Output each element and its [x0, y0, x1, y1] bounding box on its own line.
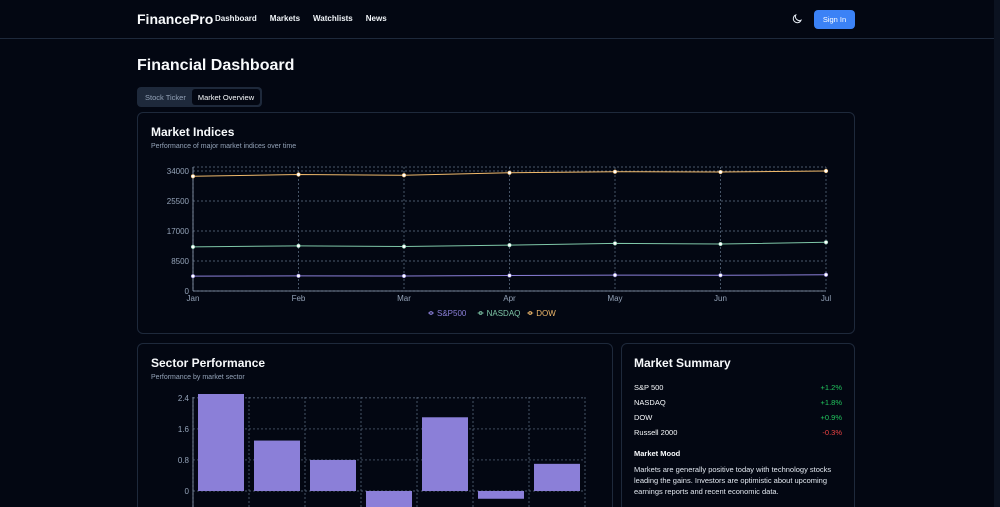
- nav-link-markets[interactable]: Markets: [269, 14, 301, 23]
- market-indices-card: Market Indices Performance of major mark…: [137, 112, 855, 334]
- y-tick-label: 0: [185, 287, 190, 296]
- tab-bar: Stock Ticker Market Overview: [137, 87, 263, 107]
- data-point: [401, 173, 407, 178]
- summary-change: -0.3%: [822, 428, 842, 437]
- x-tick-label: Jul: [821, 294, 831, 303]
- y-tick-label: 2.4: [178, 394, 190, 403]
- nav-links: Dashboard Markets Watchlists News: [215, 14, 387, 23]
- tab-stock-ticker[interactable]: Stock Ticker: [145, 93, 186, 102]
- data-point: [507, 273, 512, 278]
- summary-name: DOW: [634, 413, 653, 422]
- x-tick-label: Mar: [397, 294, 411, 303]
- y-tick-label: 17000: [167, 227, 190, 236]
- legend-label: NASDAQ: [487, 309, 521, 318]
- sector-bar: [478, 491, 524, 499]
- x-tick-label: Apr: [503, 294, 516, 303]
- page-scrollbar[interactable]: [994, 0, 1000, 507]
- sector-bar: [422, 417, 468, 491]
- data-point: [718, 169, 723, 175]
- data-point: [718, 273, 723, 278]
- market-indices-chart: 0 8500 17000 25500 34000 Jan Feb Mar Apr May Jun Ju…: [167, 166, 831, 318]
- moon-icon[interactable]: [791, 13, 803, 25]
- y-tick-label: 1.6: [178, 425, 190, 434]
- summary-row-sp500: S&P 500 +1.2%: [634, 383, 842, 392]
- data-point: [401, 273, 407, 279]
- data-point: [296, 273, 301, 278]
- data-point: [612, 273, 618, 278]
- data-point: [612, 169, 618, 174]
- summary-row-russell: Russell 2000 -0.3%: [634, 428, 842, 437]
- nav-link-news[interactable]: News: [365, 14, 387, 23]
- legend-label: S&P500: [437, 309, 467, 318]
- data-point: [507, 170, 512, 175]
- sector-performance-card: Sector Performance Performance by market…: [137, 343, 613, 507]
- brand-logo[interactable]: FinancePro: [137, 11, 214, 27]
- data-point: [612, 241, 618, 246]
- y-tick-label: 0.8: [178, 456, 190, 465]
- page-title: Financial Dashboard: [137, 57, 295, 74]
- data-point: [296, 172, 301, 177]
- market-indices-title: Market Indices: [151, 125, 235, 139]
- sector-bar: [534, 463, 580, 491]
- legend-label: DOW: [536, 309, 556, 318]
- summary-row-dow: DOW +0.9%: [634, 413, 842, 422]
- sign-in-button[interactable]: Sign In: [814, 10, 855, 29]
- data-point: [507, 243, 512, 248]
- market-summary-card: Market Summary S&P 500 +1.2% NASDAQ +1.8…: [621, 343, 855, 507]
- y-tick-label: 8500: [171, 257, 189, 266]
- sector-bar: [310, 459, 356, 491]
- data-point: [823, 240, 829, 245]
- top-navbar: FinancePro Dashboard Markets Watchlists …: [0, 0, 1000, 39]
- data-point: [190, 174, 196, 179]
- sector-bar: [366, 491, 412, 507]
- data-point: [823, 168, 829, 174]
- summary-row-nasdaq: NASDAQ +1.8%: [634, 398, 842, 407]
- summary-change: +1.8%: [820, 398, 842, 407]
- sector-bar: [254, 440, 300, 491]
- sector-performance-chart: 0 0.8 1.6 2.4: [178, 394, 586, 507]
- summary-change: +0.9%: [820, 413, 842, 422]
- summary-change: +1.2%: [820, 383, 842, 392]
- nav-link-watchlists[interactable]: Watchlists: [313, 14, 353, 23]
- x-tick-label: Jun: [714, 294, 727, 303]
- data-point: [190, 274, 196, 279]
- sector-bar: [198, 394, 244, 491]
- y-tick-label: 25500: [167, 197, 190, 206]
- data-point: [823, 272, 829, 277]
- summary-name: Russell 2000: [634, 428, 678, 437]
- data-point: [296, 243, 301, 248]
- y-tick-label: 0: [185, 487, 190, 496]
- x-tick-label: Jan: [187, 294, 200, 303]
- nav-link-dashboard[interactable]: Dashboard: [215, 14, 257, 23]
- summary-name: NASDAQ: [634, 398, 666, 407]
- sector-performance-subtitle: Performance by market sector: [151, 374, 245, 381]
- data-point: [190, 244, 196, 249]
- y-tick-label: 34000: [167, 167, 190, 176]
- data-point: [718, 241, 723, 247]
- data-point: [401, 244, 407, 249]
- x-tick-label: May: [607, 294, 622, 303]
- market-indices-subtitle: Performance of major market indices over…: [151, 143, 297, 150]
- market-mood-title: Market Mood: [634, 449, 681, 458]
- market-mood-text: Markets are generally positive today wit…: [634, 465, 832, 496]
- summary-name: S&P 500: [634, 383, 664, 392]
- sector-performance-title: Sector Performance: [151, 356, 266, 370]
- tab-market-overview[interactable]: Market Overview: [191, 89, 261, 105]
- market-summary-title: Market Summary: [634, 356, 731, 370]
- x-tick-label: Feb: [292, 294, 306, 303]
